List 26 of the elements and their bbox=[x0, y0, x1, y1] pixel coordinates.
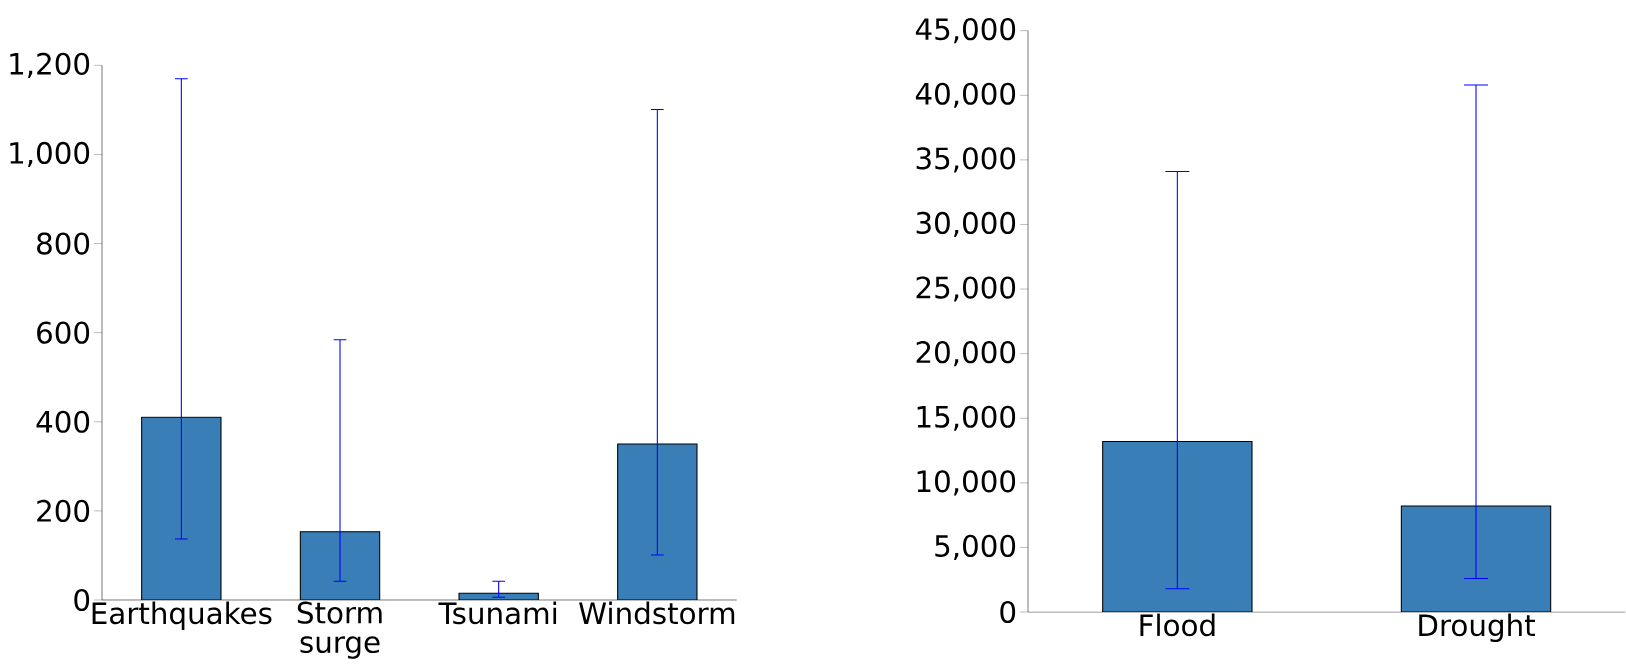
x-tick-label: Earthquakes bbox=[92, 601, 272, 630]
y-tick-label: 5,000 bbox=[935, 534, 1016, 560]
y-tick-label: 30,000 bbox=[916, 211, 1016, 238]
y-tick-label: 0 bbox=[1000, 600, 1016, 624]
bar bbox=[617, 443, 698, 600]
bar bbox=[141, 416, 222, 600]
y-tick-label: 10,000 bbox=[917, 470, 1016, 496]
y-tick-label: 15,000 bbox=[917, 405, 1016, 431]
y-tick-label: 0 bbox=[74, 588, 90, 612]
x-tick-label: Drought bbox=[1419, 613, 1535, 642]
y-tick-label: 600 bbox=[37, 321, 90, 344]
x-tick-label: Windstorm bbox=[579, 601, 735, 625]
y-tick-label: 20,000 bbox=[916, 341, 1016, 367]
x-tick-label: Storm surge bbox=[297, 601, 382, 659]
y-tick-label: 40,000 bbox=[915, 82, 1016, 108]
y-tick-label: 1,000 bbox=[10, 141, 90, 168]
y-tick-label: 800 bbox=[37, 232, 90, 255]
x-tick-label: Flood bbox=[1140, 613, 1215, 637]
y-tick-label: 35,000 bbox=[916, 147, 1016, 173]
y-tick-label: 1,200 bbox=[10, 52, 90, 78]
x-tick-label: Tsunami bbox=[438, 601, 557, 625]
y-tick-label: 400 bbox=[36, 410, 90, 433]
bar bbox=[299, 531, 381, 600]
y-tick-label: 200 bbox=[37, 499, 90, 522]
y-tick-label: 45,000 bbox=[915, 18, 1016, 44]
y-tick-label: 25,000 bbox=[916, 276, 1016, 302]
